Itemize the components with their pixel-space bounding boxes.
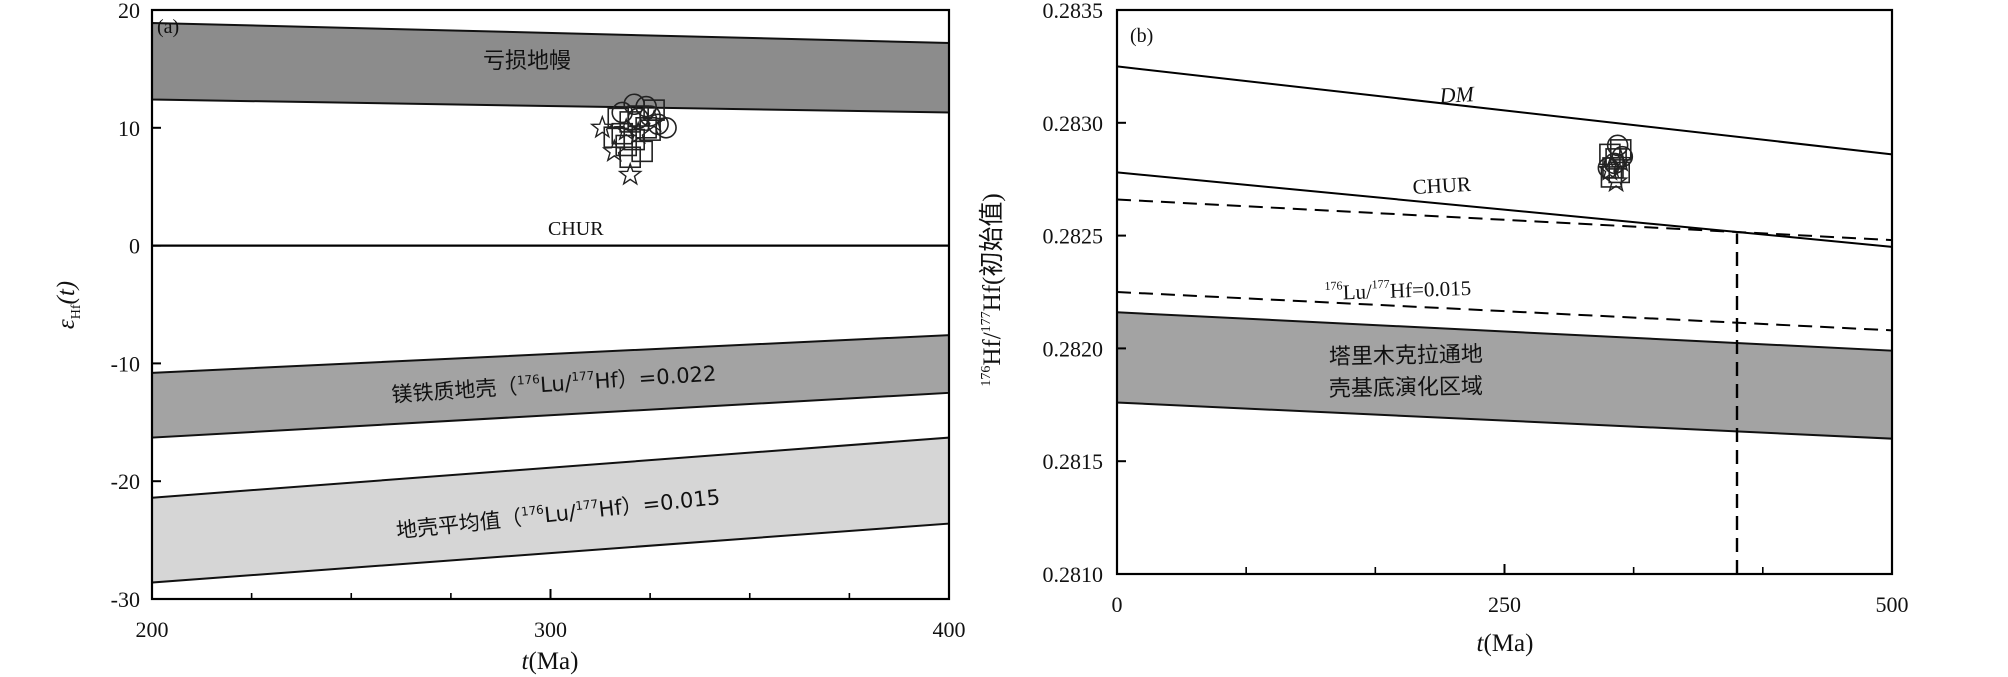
y-tick-label-a: -20 — [111, 469, 140, 494]
points-layer-a — [589, 93, 677, 186]
a-point-21 — [589, 114, 615, 139]
a-point-15 — [635, 95, 657, 118]
y-axis-title-b: 176Hf/177Hf(初始值) — [978, 193, 1006, 386]
y-tick-label-b: 0.2825 — [1043, 224, 1104, 249]
evolution-line-b-3 — [1116, 291, 1893, 332]
b-point-12 — [1608, 148, 1634, 172]
tick-layer-b: 0.2810 0.2815 0.2820 0.2825 0.2830 0.2835 0 250… — [1043, 0, 1909, 617]
x-tick-label-a: 300 — [534, 617, 567, 642]
b-point-4 — [1609, 139, 1632, 161]
x-axis-title-a: t(Ma) — [522, 648, 579, 675]
plot-frame-b — [1115, 8, 1894, 576]
y-axis-title-a: εHf(t) — [53, 281, 84, 329]
lu-hf-label-b: 176Lu/177Hf=0.015 — [1324, 274, 1471, 305]
x-tick-label-a: 200 — [136, 617, 169, 642]
b-point-5 — [1600, 166, 1623, 188]
y-tick-label-b: 0.2830 — [1043, 111, 1104, 136]
x-tick-label-b: 0 — [1112, 592, 1123, 617]
tick-layer-a: -30 -20 -10 0 10 20 200 300 400 — [111, 0, 966, 642]
tarim-band-label-line1: 塔里木克拉通地 — [1329, 342, 1483, 370]
chur-label-b: CHUR — [1412, 172, 1472, 199]
line-layer-b — [1116, 65, 1893, 574]
plot-frame-a — [150, 8, 951, 601]
evolution-line-b-0 — [1116, 65, 1893, 156]
x-tick-label-b: 250 — [1488, 592, 1521, 617]
band-layer-a — [151, 21, 950, 584]
a-point-18 — [639, 105, 661, 127]
evolution-line-b-1 — [1116, 171, 1893, 248]
tarim-band — [1116, 311, 1893, 440]
y-tick-label-a: -30 — [111, 587, 140, 612]
dm-label: DM — [1438, 81, 1476, 108]
x-axis-title-b: t(Ma) — [1477, 630, 1534, 657]
evolution-line-b-2 — [1116, 198, 1893, 242]
x-tick-label-b: 500 — [1876, 592, 1909, 617]
y-tick-label-a: 10 — [118, 116, 140, 141]
b-point-10 — [1603, 168, 1629, 193]
b-point-6 — [1606, 134, 1629, 157]
a-point-24 — [613, 117, 639, 141]
panel-label-b: (b) — [1130, 25, 1153, 47]
a-point-23 — [641, 108, 667, 133]
tarim-band-label-line2: 壳基底演化区域 — [1329, 374, 1483, 402]
y-tick-label-b: 0.2810 — [1043, 562, 1104, 587]
a-point-17 — [623, 93, 645, 116]
y-tick-label-a: 20 — [118, 0, 140, 23]
band-layer-b — [1116, 311, 1893, 440]
a-point-14 — [611, 101, 634, 124]
y-tick-label-b: 0.2815 — [1043, 449, 1104, 474]
a-point-22 — [625, 120, 651, 145]
y-tick-label-a: -10 — [111, 351, 140, 376]
a-point-20 — [601, 138, 627, 162]
x-tick-label-a: 400 — [933, 617, 966, 642]
y-tick-label-b: 0.2835 — [1043, 0, 1104, 23]
b-point-11 — [1597, 157, 1623, 181]
band-label-depleted-mantle: 亏损地幔 — [483, 49, 571, 74]
points-layer-b — [1597, 134, 1634, 193]
chur-label-a: CHUR — [548, 218, 604, 240]
a-point-19 — [617, 161, 643, 186]
panel-label-a: (a) — [157, 16, 179, 38]
y-tick-label-b: 0.2820 — [1043, 336, 1104, 361]
a-point-11 — [603, 126, 626, 149]
chart-panel-b: 0.2810 0.2815 0.2820 0.2825 0.2830 0.2835 0 250… — [978, 0, 1909, 657]
a-point-8 — [631, 140, 653, 163]
y-tick-label-a: 0 — [129, 234, 140, 259]
